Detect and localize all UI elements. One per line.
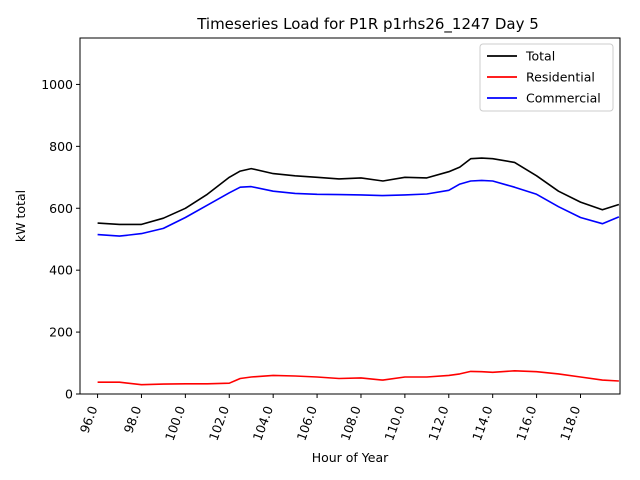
x-tick-label: 112.0: [425, 404, 451, 443]
chart-title: Timeseries Load for P1R p1rhs26_1247 Day…: [196, 15, 539, 34]
series-line-total: [97, 157, 620, 226]
y-tick-label: 0: [65, 387, 73, 402]
y-axis-label: kW total: [13, 190, 28, 242]
x-tick-label: 96.0: [77, 404, 101, 435]
y-tick-label: 800: [49, 139, 73, 154]
series-line-commercial: [97, 179, 620, 237]
legend-frame: [479, 43, 614, 112]
y-tick-label: 400: [49, 263, 73, 278]
x-tick-label: 98.0: [121, 404, 145, 435]
x-tick-label: 118.0: [557, 404, 583, 443]
x-tick-label: 102.0: [206, 404, 232, 443]
x-tick-label: 100.0: [162, 404, 188, 443]
legend-label-commercial: Commercial: [526, 91, 601, 106]
series-line-residential: [97, 369, 619, 386]
x-tick-label: 106.0: [294, 404, 320, 443]
x-tick-label: 104.0: [250, 404, 276, 443]
y-tick-label: 200: [49, 325, 73, 340]
series-layer: [97, 157, 620, 386]
x-axis-ticks: 96.0 98.0 100.0 102.0 104.0 106.0 108.0 110.0 11…: [77, 394, 583, 443]
x-tick-label: 108.0: [337, 404, 363, 443]
x-tick-label: 116.0: [513, 404, 539, 443]
y-axis-ticks: 0 200 400 600 800 1000: [41, 77, 80, 402]
y-tick-label: 1000: [41, 77, 73, 92]
legend: Total Residential Commercial: [479, 43, 614, 112]
x-tick-label: 110.0: [381, 404, 407, 443]
plot-frame: [79, 37, 621, 395]
legend-label-residential: Residential: [526, 70, 595, 85]
y-tick-label: 600: [49, 201, 73, 216]
legend-label-total: Total: [525, 49, 555, 64]
x-axis-label: Hour of Year: [312, 450, 389, 465]
x-tick-label: 114.0: [469, 404, 495, 443]
